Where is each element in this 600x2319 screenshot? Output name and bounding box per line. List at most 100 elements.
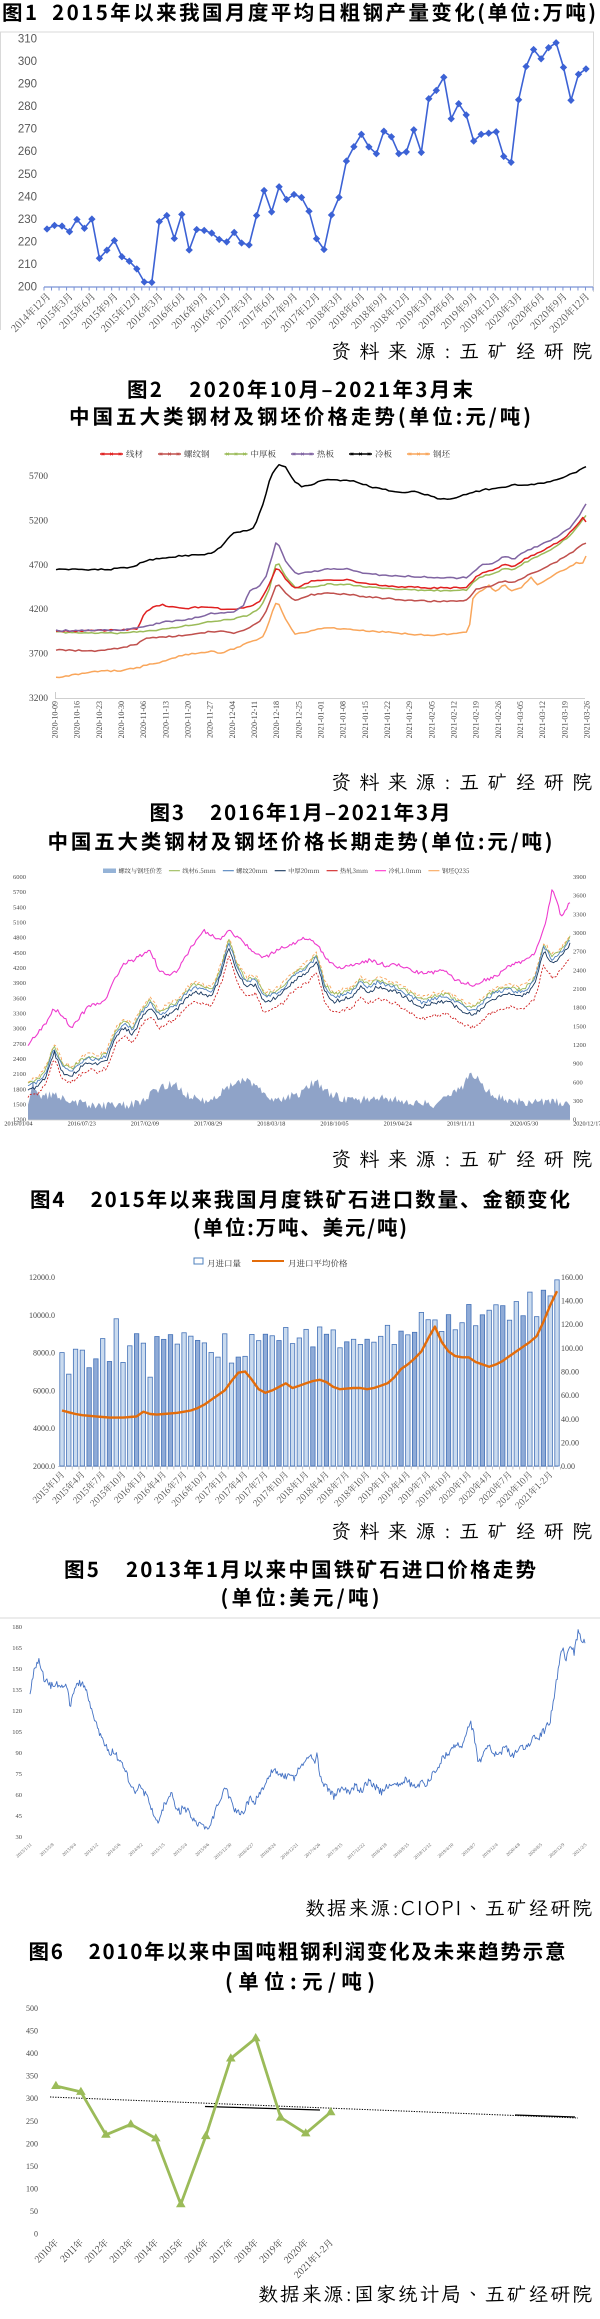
svg-text:2014/9/2: 2014/9/2 — [128, 1842, 144, 1858]
svg-text:2017/02/09: 2017/02/09 — [131, 1121, 159, 1128]
svg-text:3200: 3200 — [29, 694, 48, 704]
svg-text:90: 90 — [16, 1750, 23, 1757]
svg-text:165: 165 — [12, 1645, 22, 1652]
svg-text:500: 500 — [26, 2004, 38, 2013]
svg-text:120.00: 120.00 — [561, 1320, 583, 1329]
svg-text:2017/08/29: 2017/08/29 — [194, 1121, 222, 1128]
svg-text:2020-10-16: 2020-10-16 — [73, 701, 82, 738]
svg-text:1200: 1200 — [13, 1117, 26, 1124]
svg-text:180: 180 — [12, 1624, 22, 1631]
svg-text:2018/03/18: 2018/03/18 — [257, 1121, 285, 1128]
svg-text:5700: 5700 — [13, 889, 26, 896]
svg-text:2016/07/23: 2016/07/23 — [68, 1121, 96, 1128]
svg-text:135: 135 — [12, 1687, 22, 1694]
svg-text:2019/8/7: 2019/8/7 — [461, 1842, 477, 1858]
svg-text:2018/12/12: 2018/12/12 — [413, 1842, 433, 1861]
svg-text:2021-03-26: 2021-03-26 — [583, 701, 592, 738]
svg-text:100.00: 100.00 — [561, 1344, 583, 1353]
svg-text:2000.0: 2000.0 — [33, 1462, 55, 1471]
svg-text:100: 100 — [26, 2184, 38, 2193]
svg-text:290: 290 — [18, 79, 37, 91]
svg-text:3600: 3600 — [13, 995, 26, 1002]
svg-text:2015/5/4: 2015/5/4 — [173, 1842, 189, 1858]
svg-text:400: 400 — [26, 2049, 38, 2058]
svg-text:2015/9/6: 2015/9/6 — [195, 1842, 211, 1858]
svg-text:2013/9/4: 2013/9/4 — [62, 1842, 78, 1858]
svg-text:75: 75 — [16, 1771, 23, 1778]
svg-text:1500: 1500 — [573, 1023, 586, 1030]
svg-text:300: 300 — [573, 1098, 583, 1105]
svg-text:2019/04/24: 2019/04/24 — [384, 1121, 412, 1128]
svg-text:4000.0: 4000.0 — [33, 1424, 55, 1433]
svg-text:2020-10-09: 2020-10-09 — [51, 701, 60, 738]
svg-text:2400: 2400 — [573, 967, 586, 974]
svg-text:2015/1/5: 2015/1/5 — [151, 1842, 167, 1858]
svg-text:350: 350 — [26, 2072, 38, 2081]
svg-text:4800: 4800 — [13, 935, 26, 942]
svg-text:200: 200 — [18, 282, 37, 294]
svg-text:240: 240 — [18, 191, 37, 203]
svg-text:60: 60 — [16, 1792, 23, 1799]
svg-text:280: 280 — [18, 101, 37, 113]
svg-text:2021-03-12: 2021-03-12 — [538, 701, 547, 738]
svg-text:2020-12-25: 2020-12-25 — [294, 701, 303, 738]
svg-text:2016/4/27: 2016/4/27 — [238, 1842, 256, 1859]
svg-text:2021-03-19: 2021-03-19 — [560, 701, 569, 738]
svg-text:1800: 1800 — [13, 1086, 26, 1093]
svg-text:4700: 4700 — [29, 561, 48, 571]
svg-text:50: 50 — [30, 2207, 38, 2216]
svg-text:3600: 3600 — [573, 893, 586, 900]
svg-text:450: 450 — [26, 2027, 38, 2036]
svg-text:2020-11-27: 2020-11-27 — [206, 701, 215, 738]
svg-text:2020/12/9: 2020/12/9 — [548, 1842, 566, 1859]
svg-text:0.00: 0.00 — [561, 1462, 575, 1471]
svg-text:0: 0 — [573, 1117, 576, 1124]
svg-text:250: 250 — [18, 169, 37, 181]
svg-text:3900: 3900 — [573, 874, 586, 881]
svg-text:2020-11-13: 2020-11-13 — [161, 701, 170, 738]
svg-text:30: 30 — [16, 1834, 23, 1841]
svg-text:3000: 3000 — [573, 930, 586, 937]
svg-text:2017/8/15: 2017/8/15 — [326, 1842, 344, 1859]
svg-text:2021-03-05: 2021-03-05 — [516, 701, 525, 738]
svg-text:250: 250 — [26, 2117, 38, 2126]
svg-text:2021-01-22: 2021-01-22 — [383, 701, 392, 738]
svg-text:140.00: 140.00 — [561, 1297, 583, 1306]
svg-text:5700: 5700 — [29, 472, 48, 482]
svg-text:3300: 3300 — [13, 1011, 26, 1018]
svg-text:2017/4/26: 2017/4/26 — [304, 1842, 322, 1859]
svg-text:3700: 3700 — [29, 650, 48, 660]
svg-text:2020/8/5: 2020/8/5 — [528, 1842, 544, 1858]
svg-text:230: 230 — [18, 214, 37, 226]
svg-text:2021-02-05: 2021-02-05 — [427, 701, 436, 738]
svg-text:2700: 2700 — [13, 1041, 26, 1048]
svg-text:45: 45 — [16, 1813, 23, 1820]
svg-text:4200: 4200 — [29, 605, 48, 615]
svg-text:105: 105 — [12, 1729, 22, 1736]
svg-text:2013/5/8: 2013/5/8 — [40, 1842, 56, 1858]
svg-text:300: 300 — [26, 2094, 38, 2103]
svg-text:5400: 5400 — [13, 904, 26, 911]
svg-text:20.00: 20.00 — [561, 1438, 579, 1447]
svg-text:2021-01-08: 2021-01-08 — [339, 701, 348, 738]
svg-text:2100: 2100 — [573, 986, 586, 993]
svg-text:4200: 4200 — [13, 965, 26, 972]
svg-text:2020-11-20: 2020-11-20 — [184, 701, 193, 738]
svg-text:2014/5/6: 2014/5/6 — [106, 1842, 122, 1858]
svg-text:2021-01-15: 2021-01-15 — [361, 701, 370, 738]
svg-text:6000: 6000 — [13, 874, 26, 881]
svg-text:2017/12/22: 2017/12/22 — [347, 1842, 367, 1861]
svg-text:2021-02-19: 2021-02-19 — [472, 701, 481, 738]
svg-text:260: 260 — [18, 146, 37, 158]
svg-text:150: 150 — [26, 2162, 38, 2171]
svg-text:270: 270 — [18, 124, 37, 136]
svg-text:2020-10-30: 2020-10-30 — [117, 701, 126, 738]
svg-text:2020-10-23: 2020-10-23 — [95, 701, 104, 738]
svg-text:2016/01/04: 2016/01/04 — [4, 1121, 32, 1128]
svg-text:2020-11-06: 2020-11-06 — [139, 701, 148, 738]
svg-text:2700: 2700 — [573, 949, 586, 956]
svg-text:2400: 2400 — [13, 1056, 26, 1063]
svg-text:2019/11/11: 2019/11/11 — [447, 1121, 475, 1128]
svg-text:80.00: 80.00 — [561, 1368, 579, 1377]
svg-text:1200: 1200 — [573, 1042, 586, 1049]
